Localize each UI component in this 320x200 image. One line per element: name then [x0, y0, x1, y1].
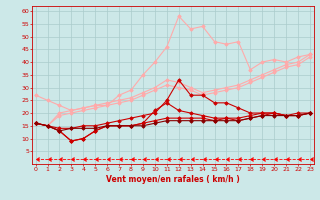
- X-axis label: Vent moyen/en rafales ( km/h ): Vent moyen/en rafales ( km/h ): [106, 175, 240, 184]
